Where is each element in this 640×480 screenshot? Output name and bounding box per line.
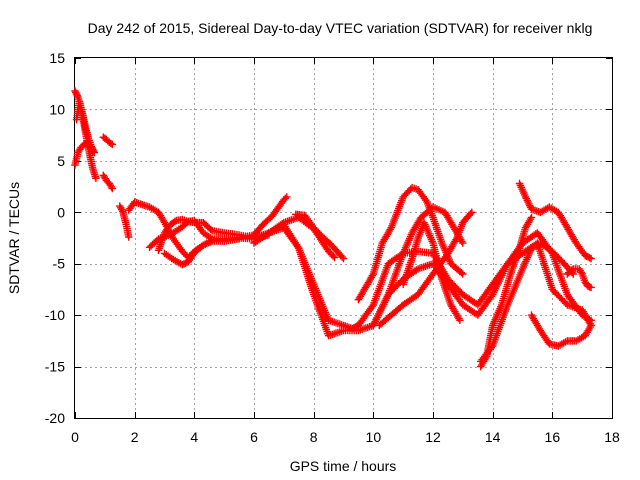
- series-track-16: [375, 208, 476, 330]
- data-point: [283, 193, 291, 201]
- x-tick-label: 6: [250, 429, 258, 445]
- x-tick-label: 0: [71, 429, 79, 445]
- series-track-22: [563, 265, 595, 292]
- y-tick-label: 0: [57, 204, 65, 220]
- data-point: [92, 174, 100, 182]
- axes-layer: [74, 57, 613, 419]
- series-track-20: [515, 179, 595, 263]
- x-tick-label: 16: [545, 429, 561, 445]
- data-point: [108, 184, 116, 193]
- series-track-15: [369, 203, 467, 330]
- series-track-13: [265, 220, 595, 333]
- series-track-5: [99, 133, 116, 149]
- data-point: [587, 283, 595, 292]
- data-point: [587, 321, 595, 330]
- data-point: [527, 213, 536, 222]
- tick-layer: 0 2 4 6 8 10 12 14 16 18 -20 -15 -10 -5 0 5 10 15: [45, 50, 620, 445]
- series-track-10: [160, 235, 243, 269]
- x-tick-label: 4: [190, 429, 198, 445]
- series-layer: [71, 87, 595, 371]
- data-point: [459, 270, 467, 278]
- data-point: [330, 253, 339, 262]
- series-track-17: [399, 218, 464, 324]
- x-tick-label: 14: [485, 429, 501, 445]
- series-track-19: [477, 239, 577, 366]
- data-point: [587, 254, 595, 263]
- y-tick-label: -5: [53, 256, 66, 272]
- data-point: [459, 239, 467, 247]
- data-point: [125, 233, 133, 241]
- y-tick-label: -10: [45, 307, 65, 323]
- series-track-6: [116, 202, 133, 241]
- chart-title: Day 242 of 2015, Sidereal Day-to-day VTE…: [88, 20, 593, 36]
- data-point: [456, 316, 464, 324]
- x-tick-label: 8: [310, 429, 318, 445]
- y-tick-label: 5: [57, 153, 65, 169]
- data-point: [339, 254, 348, 263]
- series-track-11: [292, 210, 348, 263]
- data-point: [468, 208, 476, 216]
- x-axis-label: GPS time / hours: [290, 458, 397, 474]
- x-tick-label: 18: [604, 429, 620, 445]
- data-point: [90, 148, 99, 157]
- y-tick-label: -15: [45, 359, 65, 375]
- data-point: [108, 140, 116, 149]
- series-track-21: [527, 311, 595, 350]
- x-tick-label: 12: [425, 429, 441, 445]
- x-tick-label: 2: [131, 429, 139, 445]
- plot-frame: [74, 57, 613, 419]
- y-axis-label: SDTVAR / TECUs: [6, 182, 22, 294]
- y-tick-label: 10: [49, 101, 65, 117]
- y-tick-label: -20: [45, 410, 65, 426]
- series-track-3: [72, 97, 99, 157]
- y-tick-label: 15: [49, 50, 65, 66]
- series-track-4: [99, 171, 116, 193]
- data-point: [235, 235, 243, 243]
- x-tick-label: 10: [366, 429, 382, 445]
